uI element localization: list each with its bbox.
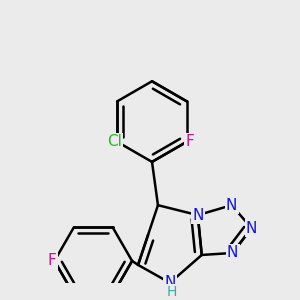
Text: N: N bbox=[227, 245, 238, 260]
Text: Cl: Cl bbox=[107, 134, 122, 149]
Text: H: H bbox=[166, 285, 177, 299]
Text: N: N bbox=[192, 208, 203, 223]
Text: F: F bbox=[185, 134, 194, 149]
Text: N: N bbox=[164, 275, 176, 290]
Text: F: F bbox=[48, 254, 56, 268]
Text: N: N bbox=[226, 198, 237, 213]
Text: N: N bbox=[246, 220, 257, 236]
